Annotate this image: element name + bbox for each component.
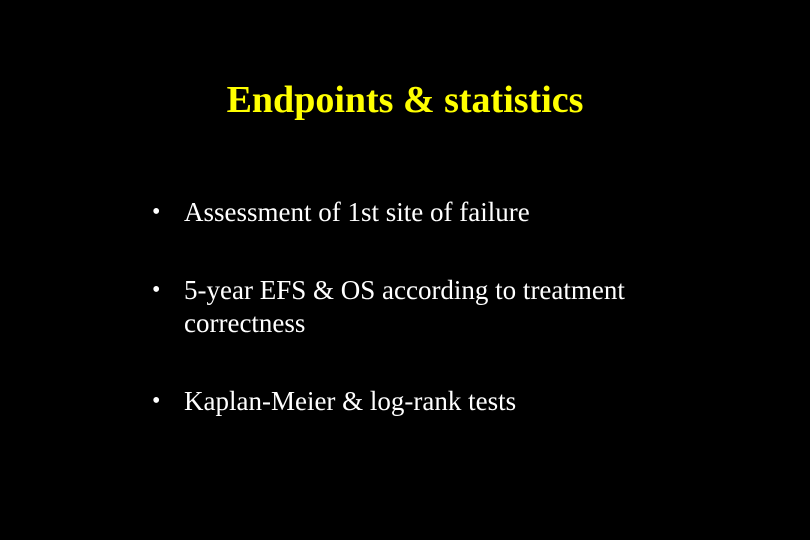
slide-title: Endpoints & statistics	[0, 78, 810, 122]
bullet-text: 5-year EFS & OS according to treatment c…	[184, 274, 710, 339]
slide: Endpoints & statistics • Assessment of 1…	[0, 0, 810, 540]
slide-content: • Assessment of 1st site of failure • 5-…	[152, 196, 710, 464]
bullet-marker: •	[152, 196, 184, 228]
list-item: • Kaplan-Meier & log-rank tests	[152, 385, 710, 417]
bullet-text: Assessment of 1st site of failure	[184, 196, 710, 228]
bullet-marker: •	[152, 385, 184, 417]
bullet-text: Kaplan-Meier & log-rank tests	[184, 385, 710, 417]
list-item: • 5-year EFS & OS according to treatment…	[152, 274, 710, 339]
bullet-marker: •	[152, 274, 184, 306]
list-item: • Assessment of 1st site of failure	[152, 196, 710, 228]
